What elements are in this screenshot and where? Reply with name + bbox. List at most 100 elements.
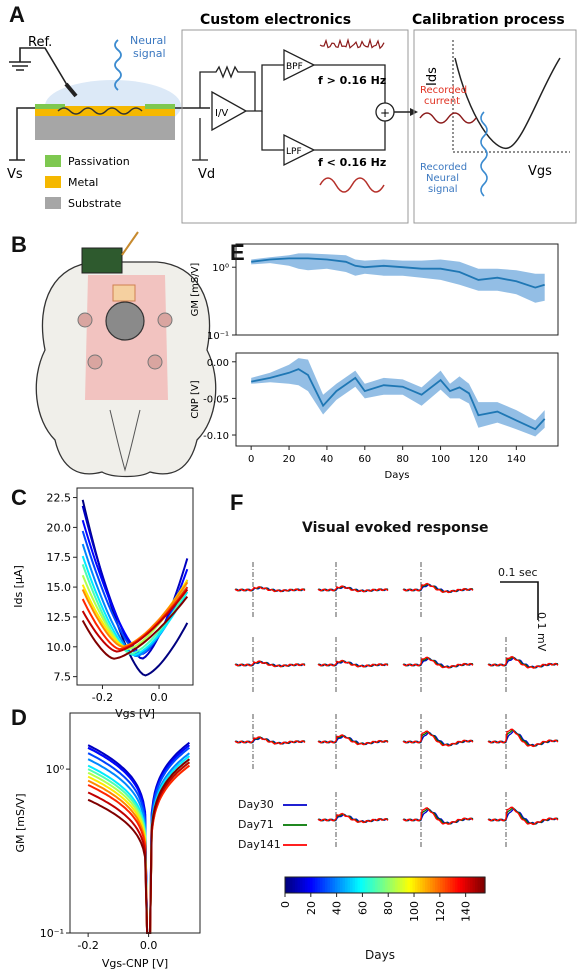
gm-xlabel: Vgs-CNP [V]	[102, 957, 168, 969]
colorbar-segment	[360, 877, 364, 893]
colorbar-segment	[425, 877, 429, 893]
vep-trace-day141	[317, 659, 389, 668]
colorbar-segment	[325, 877, 329, 893]
recorded-neural-label-3: signal	[428, 184, 458, 195]
colorbar-segment	[297, 877, 301, 893]
colorbar-segment	[437, 877, 441, 893]
electronics-title: Custom electronics	[200, 12, 351, 28]
high-band-label: f > 0.16 Hz	[318, 74, 386, 87]
colorbar-segment	[362, 877, 366, 893]
array-tail	[112, 284, 136, 302]
colorbar-segment	[335, 877, 339, 893]
gm-curve-day155	[87, 758, 190, 934]
colorbar-segment	[375, 877, 379, 893]
colorbar-segment	[400, 877, 404, 893]
gm-ytick-label: 10⁰	[46, 763, 65, 776]
gm-time-chart-ytick-label: 10⁰	[212, 263, 229, 274]
recorded-current-label-2: current	[424, 96, 460, 107]
vep-trace-day141	[487, 728, 559, 748]
colorbar-segment	[300, 877, 304, 893]
colorbar-segment	[322, 877, 326, 893]
gm-xtick-label: 0.0	[140, 939, 158, 952]
gm-xtick-label: -0.2	[77, 939, 98, 952]
colorbar-segment	[367, 877, 371, 893]
colorbar-segment	[372, 877, 376, 893]
gm-time-chart: 10⁰ 10⁻¹ GM [mS/V]	[190, 243, 559, 342]
colorbar-segment	[312, 877, 316, 893]
ids-ytick-label: 20.0	[47, 521, 72, 534]
vep-cell	[317, 792, 389, 848]
colorbar-segment	[477, 877, 481, 893]
colorbar-segment	[480, 877, 484, 893]
recorded-current-label-1: Recorded	[420, 85, 467, 96]
gm-time-chart-ylabel: GM [mS/V]	[190, 263, 201, 317]
high-band-signal	[319, 37, 385, 50]
colorbar-segment	[462, 877, 466, 893]
transfer-curve	[454, 57, 561, 149]
legend-day30: Day30	[238, 798, 274, 811]
colorbar-segment	[415, 877, 419, 893]
passivation-left	[35, 104, 65, 109]
colorbar-segment	[447, 877, 451, 893]
legend-label-substrate: Substrate	[68, 197, 122, 210]
cnp-time-chart-xtick-label: 0	[248, 454, 254, 465]
vep-cell	[487, 792, 559, 848]
gm-curve-day20	[87, 744, 190, 934]
recorded-current-wave	[419, 112, 477, 124]
calibration-title: Calibration process	[412, 12, 565, 28]
colorbar-segment	[470, 877, 474, 893]
colorbar-tick-label: 120	[434, 901, 447, 922]
gm-time-chart-ytick-label: 10⁻¹	[207, 331, 229, 342]
iv-label: I/V	[215, 108, 228, 119]
vep-cell	[487, 637, 559, 693]
ids-xtick-label: -0.2	[92, 691, 113, 704]
vs-label: Vs	[7, 167, 23, 182]
legend-swatch-passivation	[45, 155, 61, 167]
colorbar-segment	[472, 877, 476, 893]
colorbar-segment	[455, 877, 459, 893]
colorbar-segment	[330, 877, 334, 893]
colorbar-segment	[427, 877, 431, 893]
colorbar-tick-label: 140	[460, 901, 473, 922]
gm-ytick-label: 10⁻¹	[40, 927, 64, 940]
ids-axis-label: Ids	[425, 67, 440, 86]
ids-ytick-label: 7.5	[54, 671, 72, 684]
colorbar-segment	[397, 877, 401, 893]
colorbar-segment	[482, 877, 486, 893]
colorbar-segment	[350, 877, 354, 893]
gm-curve-day130	[87, 764, 190, 934]
colorbar-segment	[317, 877, 321, 893]
bpf-amplifier	[283, 48, 316, 82]
colorbar-segment	[440, 877, 444, 893]
passivation-right	[145, 104, 175, 109]
colorbar-segment	[465, 877, 469, 893]
colorbar-segment	[435, 877, 439, 893]
vep-title: Visual evoked response	[302, 520, 489, 536]
ids-ytick-label: 17.5	[47, 551, 72, 564]
colorbar-segment	[445, 877, 449, 893]
vep-cell	[234, 562, 306, 618]
ids-ytick-label: 15.0	[47, 581, 72, 594]
gm-curve-day145	[87, 761, 191, 934]
cnp-time-chart-xtick-label: 20	[283, 454, 296, 465]
colorbar-segment	[307, 877, 311, 893]
substrate-layer	[35, 116, 175, 140]
iv-amplifier	[211, 90, 248, 132]
neural-label-2: signal	[133, 47, 166, 60]
skull-midline	[109, 409, 141, 472]
gm-ylabel: GM [mS/V]	[14, 793, 27, 852]
cnp-time-chart-ylabel: CNP [V]	[190, 380, 201, 418]
colorbar-tick-label: 0	[279, 901, 292, 908]
colorbar-segment	[457, 877, 461, 893]
colorbar-label: Days	[365, 948, 395, 962]
gm-time-chart-band	[251, 253, 545, 303]
ids-vgs-chart: 22.5 20.0 17.5 15.0 12.5 10.0 7.5 -0.2 0.0 Ids [µ…	[12, 487, 194, 720]
vep-trace-day141	[487, 806, 559, 826]
recorded-neural-label-2: Neural	[426, 173, 459, 184]
colorbar-segment	[345, 877, 349, 893]
colorbar-segment	[402, 877, 406, 893]
